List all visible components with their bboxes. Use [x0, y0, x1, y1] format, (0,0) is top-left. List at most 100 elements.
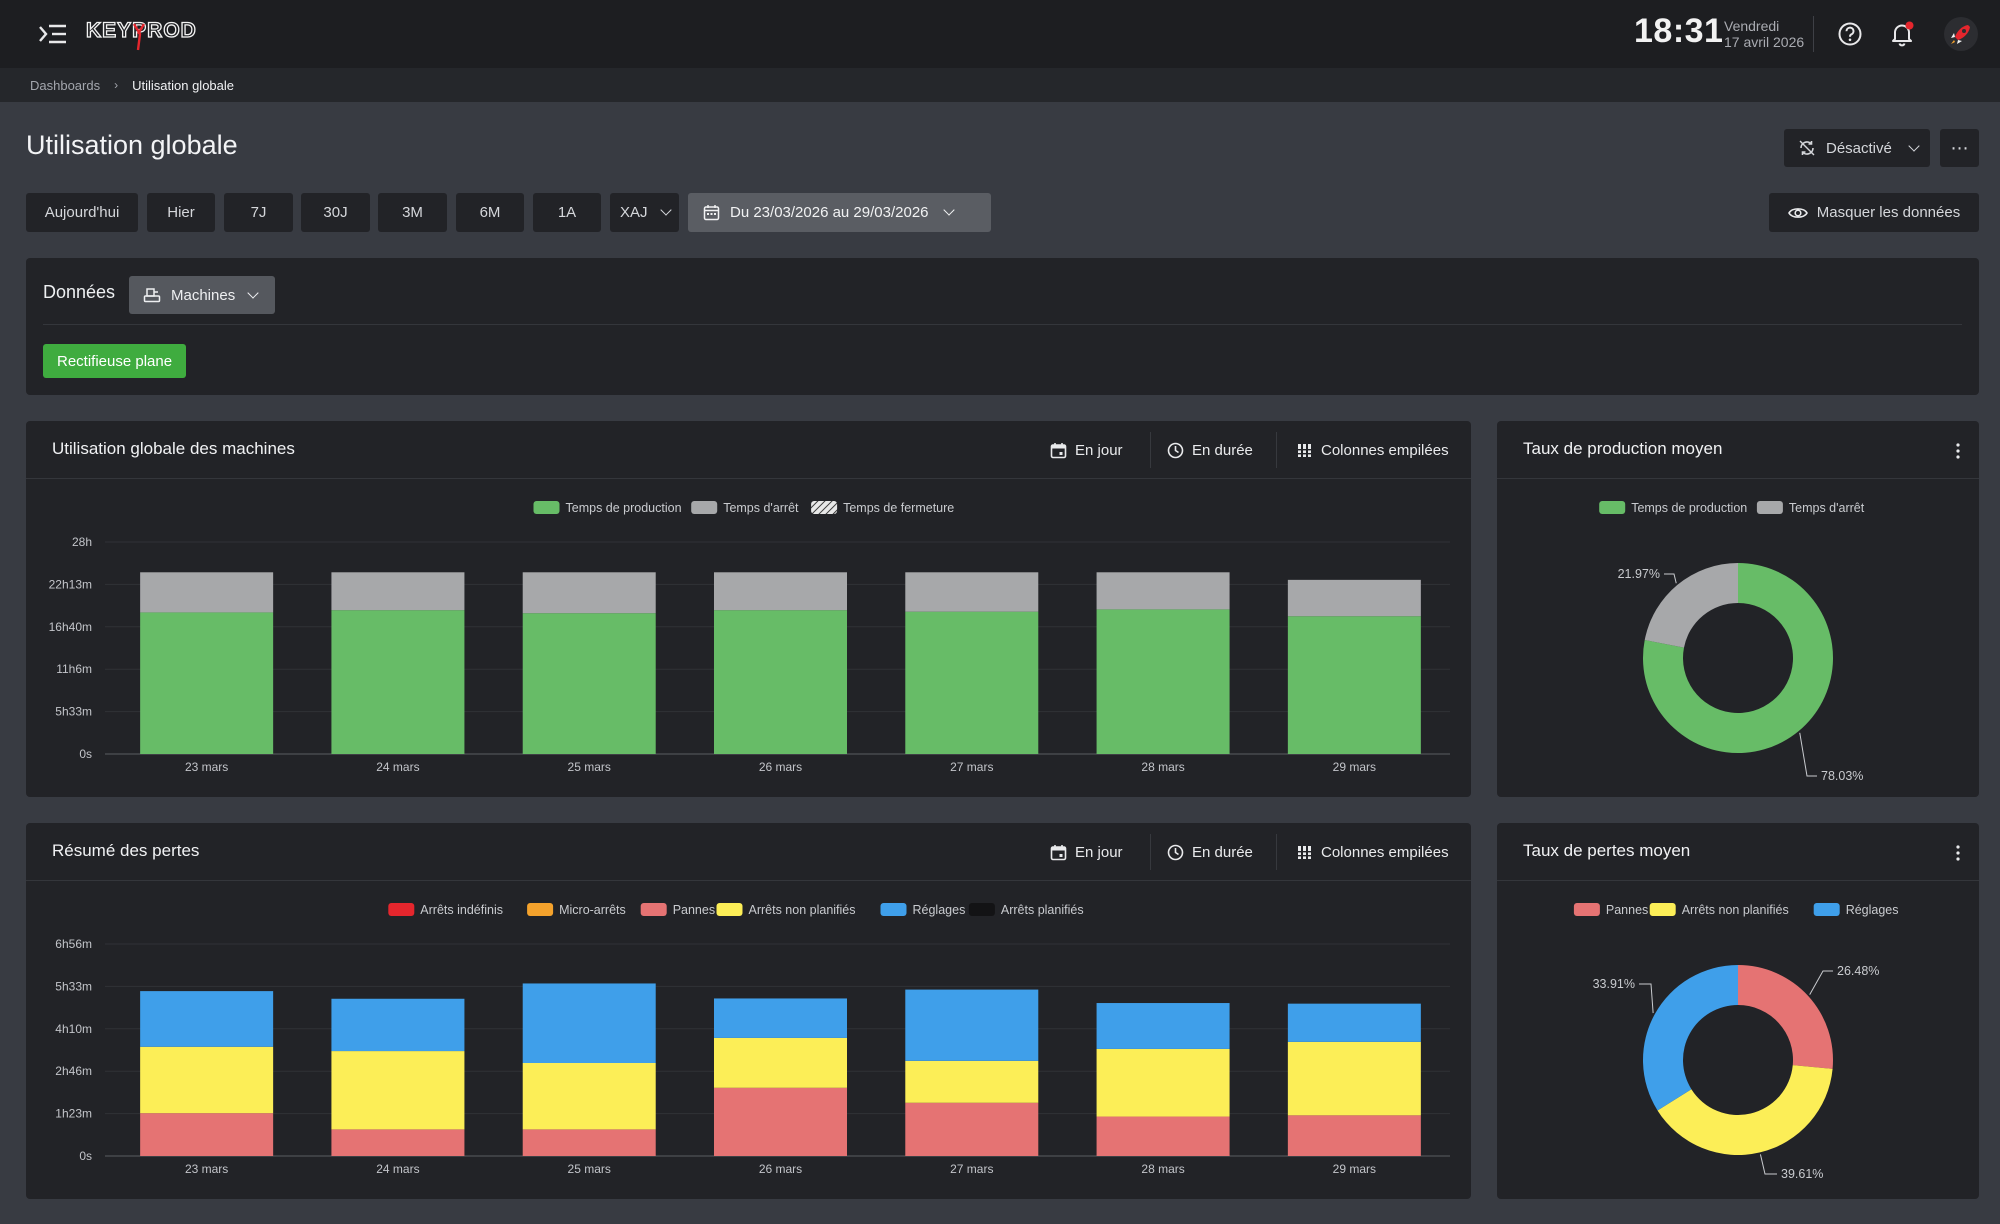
chevron-down-icon [1908, 139, 1920, 152]
bar-segment [331, 1051, 465, 1130]
toggle-by-day[interactable]: En jour [1050, 435, 1123, 465]
refresh-off-icon [1799, 140, 1815, 156]
more-options-button[interactable]: ⋯ [1940, 129, 1979, 167]
toggle-stacked-columns[interactable]: Colonnes empilées [1296, 435, 1449, 465]
bar-segment [522, 983, 656, 1064]
breadcrumb-dashboards-link[interactable]: Dashboards [30, 77, 101, 93]
toolbar-divider [1150, 834, 1151, 870]
utilisation-bar-chart: Temps de production Temps d'arrêt Temps de… [49, 501, 1450, 774]
machines-selector[interactable]: Machines [129, 276, 275, 314]
legend-label: Réglages [913, 903, 966, 917]
bar-segment [714, 998, 847, 1038]
slice-value-label: 26.48% [1837, 964, 1879, 978]
bar-segment [714, 572, 847, 611]
notifications-bell-icon[interactable] [1888, 20, 1916, 48]
card-header-divider [1497, 478, 1979, 479]
bar-segment [140, 991, 274, 1047]
y-tick-label: 11h6m [56, 662, 92, 676]
x-tick-label: 27 mars [950, 760, 993, 774]
production-rate-donut-chart: Temps de production Temps d'arrêt 78.03% 21… [1599, 501, 1865, 783]
period-xaj-dropdown[interactable]: XAJ [610, 193, 679, 232]
y-tick-label: 5h33m [55, 979, 92, 993]
bar-segment [140, 1046, 274, 1114]
hide-data-button[interactable]: Masquer les données [1769, 193, 1979, 232]
legend-label: Arrêts non planifiés [749, 903, 856, 917]
bar-segment [1096, 1116, 1230, 1156]
toggle-by-duration[interactable]: En durée [1167, 435, 1253, 465]
card-menu-kebab-icon[interactable] [1952, 843, 1964, 863]
toggle-by-duration[interactable]: En durée [1167, 837, 1253, 867]
toggle-stacked-columns[interactable]: Colonnes empilées [1296, 837, 1449, 867]
header-divider [1813, 16, 1814, 52]
period-1y-button[interactable]: 1A [533, 193, 601, 232]
period-30d-button[interactable]: 30J [301, 193, 370, 232]
legend-swatch [968, 903, 995, 916]
x-tick-label: 24 mars [376, 760, 419, 774]
slice-leader-line [1639, 983, 1654, 1014]
period-6m-button[interactable]: 6M [456, 193, 524, 232]
legend-swatch [527, 903, 554, 916]
auto-refresh-dropdown[interactable]: Désactivé [1784, 129, 1930, 167]
auto-refresh-label: Désactivé [1826, 139, 1892, 157]
card-menu-kebab-icon[interactable] [1952, 441, 1964, 461]
legend-swatch [1599, 501, 1626, 514]
legend-label: Temps d'arrêt [1789, 501, 1865, 515]
card-header-divider [26, 880, 1471, 881]
period-today-button[interactable]: Aujourd'hui [26, 193, 138, 232]
date-range-picker[interactable]: Du 23/03/2026 au 29/03/2026 [688, 193, 991, 232]
clock-icon [1167, 442, 1184, 458]
period-yesterday-button[interactable]: Hier [147, 193, 215, 232]
toolbar-divider [1276, 432, 1277, 468]
machine-icon [143, 288, 161, 303]
donut-slice [1643, 965, 1738, 1111]
legend-label: Micro-arrêts [559, 903, 626, 917]
breadcrumb-current: Utilisation globale [132, 77, 235, 93]
bar-segment [140, 572, 274, 613]
toggle-by-day[interactable]: En jour [1050, 837, 1123, 867]
user-avatar[interactable] [1944, 17, 1978, 51]
chevron-down-icon [942, 204, 955, 216]
calendar-icon [1050, 442, 1067, 458]
y-tick-label: 6h56m [55, 937, 92, 951]
menu-toggle-icon[interactable] [38, 22, 68, 46]
legend-label: Arrêts planifiés [1001, 903, 1084, 917]
breadcrumb-chevron-icon: › [114, 78, 119, 92]
legend-swatch [1756, 501, 1783, 514]
help-icon[interactable] [1836, 20, 1864, 48]
card-header-divider [1497, 880, 1979, 881]
keyprod-logo[interactable]: KEYPROD [86, 18, 216, 54]
legend-swatch [811, 501, 838, 514]
period-7d-button[interactable]: 7J [224, 193, 293, 232]
x-tick-label: 26 mars [759, 1162, 802, 1176]
slice-value-label: 39.61% [1781, 1167, 1823, 1181]
period-3m-button[interactable]: 3M [378, 193, 447, 232]
y-tick-label: 2h46m [55, 1064, 92, 1078]
x-tick-label: 24 mars [376, 1162, 419, 1176]
toolbar-divider [1150, 432, 1151, 468]
bar-segment [522, 613, 656, 754]
losses-chart-card: Résumé des pertes En jour En durée Colon… [26, 823, 1471, 1199]
legend-label: Pannes [1606, 903, 1648, 917]
legend-swatch [640, 903, 667, 916]
legend-label: Réglages [1846, 903, 1899, 917]
page-title: Utilisation globale [26, 130, 238, 160]
x-tick-label: 23 mars [185, 760, 228, 774]
clock-date: Vendredi 17 avril 2026 [1724, 18, 1804, 50]
production-rate-card: Taux de production moyen Temps de produc… [1497, 421, 1979, 797]
slice-value-label: 78.03% [1821, 769, 1863, 783]
losses-chart-title: Résumé des pertes [52, 841, 200, 860]
legend-label: Pannes [673, 903, 715, 917]
slice-value-label: 21.97% [1618, 567, 1660, 581]
x-tick-label: 26 mars [759, 760, 802, 774]
legend-swatch [1649, 903, 1676, 916]
clock-icon [1167, 844, 1184, 860]
legend-swatch [880, 903, 907, 916]
x-tick-label: 25 mars [568, 1162, 611, 1176]
chevron-down-icon [247, 286, 259, 299]
bar-segment [331, 610, 465, 754]
machine-tag[interactable]: Rectifieuse plane [43, 344, 187, 378]
losses-bar-chart: Arrêts indéfinis Micro-arrêts Pannes Arrêts… [55, 903, 1450, 1176]
stacked-columns-icon [1298, 845, 1311, 859]
donut-slice [1643, 563, 1833, 753]
chevron-down-icon [659, 204, 672, 216]
